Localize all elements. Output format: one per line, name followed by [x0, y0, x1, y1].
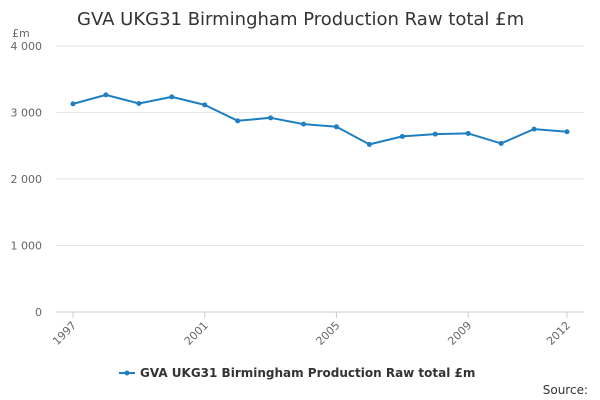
x-tick-label: 1997 — [50, 319, 79, 348]
y-tick-label: 1 000 — [11, 240, 43, 253]
x-tick-label: 2012 — [544, 319, 573, 348]
chart-title: GVA UKG31 Birmingham Production Raw tota… — [77, 9, 524, 30]
gridlines — [56, 45, 584, 313]
data-point[interactable] — [103, 92, 109, 98]
data-point[interactable] — [301, 121, 307, 127]
x-tick-label: 2009 — [445, 319, 474, 348]
data-point[interactable] — [399, 133, 405, 139]
legend[interactable]: GVA UKG31 Birmingham Production Raw tota… — [119, 366, 475, 380]
series-line — [72, 93, 568, 146]
data-point[interactable] — [465, 130, 471, 136]
series-layer — [70, 92, 570, 147]
data-point[interactable] — [531, 126, 537, 132]
legend-series-marker — [124, 370, 130, 376]
data-point[interactable] — [333, 124, 339, 130]
data-point[interactable] — [366, 141, 372, 147]
y-tick-label: 3 000 — [11, 107, 43, 120]
data-point[interactable] — [268, 115, 274, 121]
data-point[interactable] — [432, 131, 438, 137]
source-label[interactable]: Source: — [543, 383, 588, 397]
data-point[interactable] — [70, 101, 76, 107]
y-tick-label: 4 000 — [11, 40, 43, 53]
data-point[interactable] — [235, 118, 241, 124]
y-axis-unit-label: £m — [12, 27, 30, 40]
data-point[interactable] — [202, 102, 208, 108]
data-point[interactable] — [564, 129, 570, 135]
y-axis-ticks: 0 1 000 2 000 3 000 4 000 — [11, 40, 43, 319]
x-tick-label: 2001 — [182, 319, 211, 348]
y-tick-label: 2 000 — [11, 173, 43, 186]
y-tick-label: 0 — [35, 306, 42, 319]
x-tick-label: 2005 — [314, 319, 343, 348]
data-point[interactable] — [169, 94, 175, 100]
x-axis-ticks: 1997 2001 2005 2009 2012 — [50, 311, 584, 348]
legend-series-label[interactable]: GVA UKG31 Birmingham Production Raw tota… — [140, 366, 475, 380]
data-point[interactable] — [136, 101, 142, 107]
data-point[interactable] — [498, 140, 504, 146]
